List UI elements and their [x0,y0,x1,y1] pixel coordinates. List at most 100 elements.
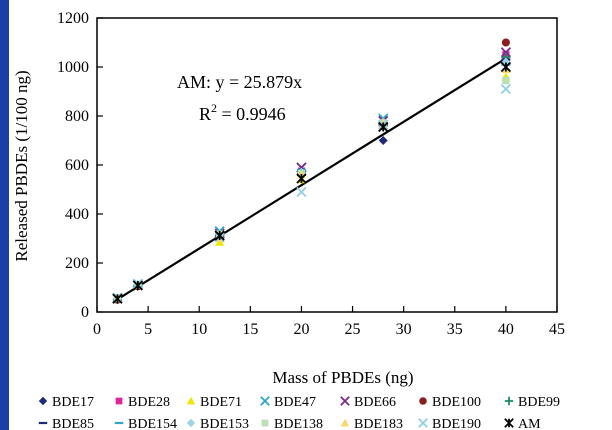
legend-marker [186,396,196,405]
legend-label: BDE183 [354,417,403,430]
marker-shape [296,186,307,198]
data-point [296,186,307,198]
legend-label: BDE28 [128,395,170,410]
x-axis-title: Mass of PBDEs (ng) [272,368,413,387]
legend-label: BDE66 [354,395,396,410]
marker-shape [132,280,144,291]
y-axis-ticks: 0 200 400 600 800 1000 1200 [57,10,103,321]
legend-item: BDE138 [261,417,323,430]
marker-shape [260,396,270,406]
series-bde190 [112,83,512,304]
legend: BDE17 BDE28 BDE71 BDE47 BDE66 BDE100 BDE99 BDE8… [38,395,560,430]
y-axis-title: Released PBDEs (1/100 ng) [12,70,31,261]
legend-item: BDE71 [186,395,242,410]
legend-marker [340,418,350,427]
marker-shape [214,230,225,241]
data-point [378,136,388,145]
marker-shape [500,83,512,95]
y-tick-label: 0 [81,304,89,321]
marker-shape [504,418,514,428]
legend-marker [418,418,428,428]
series-am [112,61,512,304]
x-tick-label: 0 [93,321,101,338]
marker-shape [378,121,389,133]
legend-item: BDE28 [115,395,170,410]
x-tick-label: 10 [191,321,207,338]
x-tick-label: 30 [396,321,412,338]
x-tick-label: 40 [498,321,514,338]
marker-shape [38,396,48,406]
legend-item: BDE153 [186,417,249,430]
data-point [500,61,512,73]
legend-item: BDE66 [340,395,396,410]
x-axis-ticks: 0 5 10 15 20 25 30 35 40 45 [93,306,565,338]
x-tick-label: 20 [293,321,309,338]
marker-shape [186,396,196,405]
data-point [132,280,144,291]
legend-label: BDE153 [200,417,249,430]
legend-label: BDE154 [128,417,177,430]
legend-label: BDE71 [200,395,242,410]
fit-line [116,57,507,301]
legend-marker [115,397,123,405]
y-tick-label: 200 [65,255,89,272]
legend-label: BDE190 [432,417,481,430]
data-point [500,47,512,58]
legend-item: BDE154 [114,417,177,430]
marker-shape [501,38,510,47]
data-point [501,38,510,47]
chart-panel: 0 200 400 600 800 1000 1200 0 5 10 15 20 25 30 35 40 45… [6,0,612,430]
data-points [112,38,512,305]
plot-area [96,17,558,313]
marker-shape [186,418,196,428]
y-tick-label: 1000 [57,59,89,76]
marker-shape [500,47,512,58]
legend-marker [186,418,196,428]
legend-label: BDE138 [274,417,323,430]
legend-label: BDE100 [432,395,481,410]
x-tick-label: 45 [549,321,565,338]
data-point [378,121,389,133]
equation-annotation: AM: y = 25.879x [177,72,302,92]
series-bde138 [113,76,510,303]
marker-shape [340,418,350,427]
marker-shape [340,396,350,406]
y-tick-label: 400 [65,206,89,223]
legend-item: BDE85 [38,417,94,430]
x-tick-label: 15 [242,321,258,338]
plot-frame [96,17,558,313]
fit-line-group [116,57,507,301]
y-tick-label: 1200 [57,10,89,27]
marker-shape [378,136,388,145]
legend-label: AM [518,417,541,430]
series-bde183 [112,64,511,303]
legend-label: BDE17 [52,395,94,410]
marker-shape [502,76,510,85]
marker-shape [112,293,123,304]
y-tick-label: 600 [65,157,89,174]
y-tick-label: 800 [65,108,89,125]
legend-item: BDE17 [38,395,94,410]
r-squared-value: = 0.9946 [217,104,286,124]
legend-item: AM [504,417,541,430]
legend-marker [504,396,514,406]
marker-shape [261,419,269,427]
legend-marker [340,396,350,406]
series-bde71 [112,72,511,303]
legend-marker [260,396,270,406]
marker-shape [419,397,427,405]
marker-shape [504,396,514,406]
data-point [502,76,510,85]
x-tick-label: 25 [345,321,361,338]
legend-label: BDE99 [518,395,560,410]
r-squared-annotation: R2 = 0.9946 [199,101,286,124]
legend-item: BDE100 [419,395,481,410]
r-squared-superscript: 2 [211,101,217,115]
legend-item: BDE47 [260,395,316,410]
scatter-chart: 0 200 400 600 800 1000 1200 0 5 10 15 20 25 30 35 40 45… [12,10,565,430]
legend-marker [261,419,269,427]
data-point [500,83,512,95]
x-tick-label: 35 [447,321,463,338]
legend-marker [504,418,514,428]
r-squared-symbol: R [199,104,211,124]
